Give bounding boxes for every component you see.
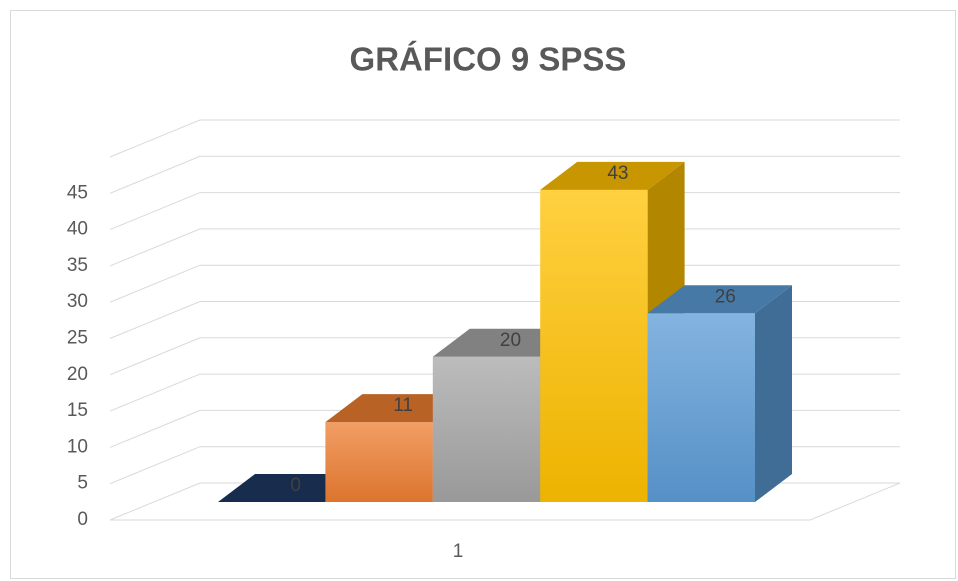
data-label: 20 [500,330,521,351]
data-label: 11 [393,395,413,416]
grid-line [109,155,900,194]
bar-top [540,161,685,190]
bar-side [755,285,792,502]
y-tick-label: 35 [67,255,88,276]
bar-front [432,356,541,502]
data-label: 43 [607,163,628,184]
y-tick-label: 25 [67,328,88,349]
bar [647,285,792,502]
y-tick-label: 20 [67,364,88,385]
bar-top [647,285,792,314]
data-label: 26 [715,286,736,307]
bar-front [325,422,433,502]
bar-front [647,313,755,502]
y-tick-label: 30 [67,291,88,312]
y-tick-label: 40 [67,219,88,240]
y-tick-label: 45 [67,182,88,203]
floor-edge [110,482,901,521]
y-tick-label: 0 [77,509,88,530]
y-tick-label: 10 [67,436,88,457]
y-tick-label: 5 [77,473,88,494]
bar-front [540,189,648,502]
back-wall-edge [109,119,900,158]
y-tick-label: 15 [67,400,88,421]
x-tick-label: 1 [453,541,464,562]
data-label: 0 [290,475,301,496]
chart-title: GRÁFICO 9 SPSS [350,41,627,78]
